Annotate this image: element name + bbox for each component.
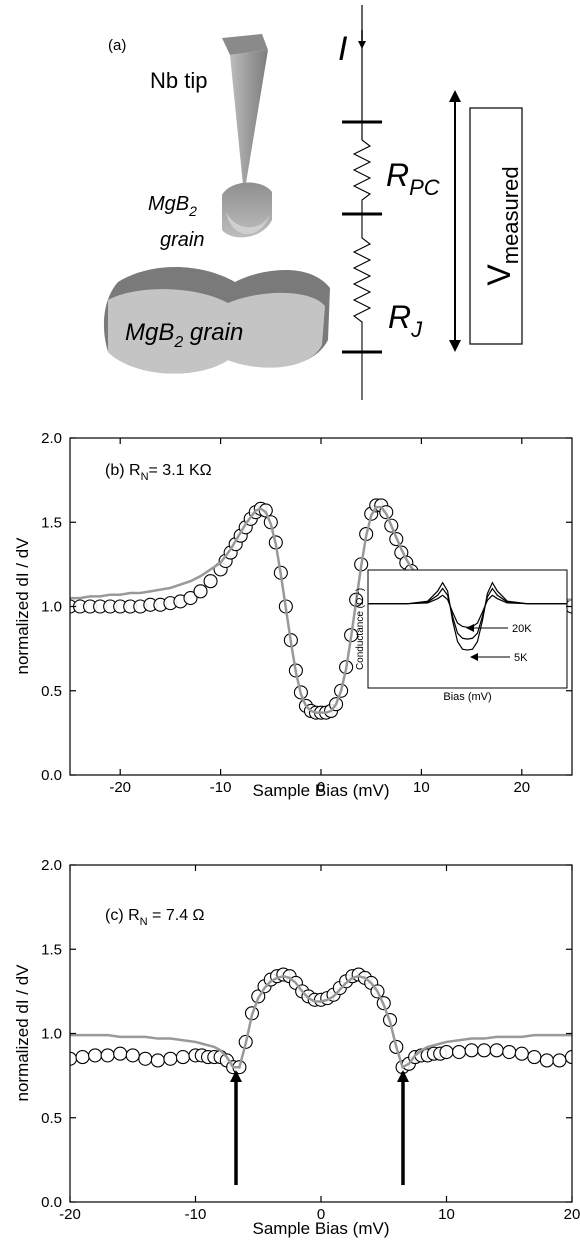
x-tick-label: 20 — [513, 779, 530, 796]
annotation-part: (c) R — [105, 907, 140, 924]
y-tick-label: 2.0 — [41, 857, 62, 874]
label-sub: 2 — [173, 334, 183, 351]
label-part: grain — [160, 229, 204, 251]
inset-annotation: 5K — [514, 652, 528, 664]
big-grain-label: MgB2 grain — [125, 319, 243, 351]
schematic: (a) Nb tip MgB2 grain MgB2 grain I RPC RJ… — [103, 5, 523, 400]
x-tick-label: 20 — [564, 1206, 580, 1223]
label-part: grain — [183, 319, 243, 346]
inset-line — [368, 581, 567, 651]
y-tick-label: 0.0 — [41, 767, 62, 784]
label-part: MgB — [125, 319, 174, 346]
data-point — [100, 1048, 115, 1063]
y-axis-label: normalized dI / dV — [13, 964, 32, 1102]
x-tick-label: -10 — [210, 779, 232, 796]
annotation-part: = 7.4 Ω — [148, 907, 205, 924]
data-point — [175, 1050, 190, 1065]
x-tick-label: 0 — [317, 1206, 325, 1223]
y-axis-label: normalized dI / dV — [13, 537, 32, 675]
y-tick-label: 0.5 — [41, 683, 62, 700]
panel-label: (a) — [108, 37, 126, 54]
data-point — [464, 1043, 479, 1058]
inset-y-label-part: ) — [355, 588, 366, 591]
x-tick-label: 10 — [438, 1206, 455, 1223]
resistors — [352, 139, 372, 400]
data-point — [451, 1044, 467, 1060]
r-pc-label: RPC — [386, 157, 440, 200]
y-tick-label: 2.0 — [41, 430, 62, 447]
big-grain-face — [108, 289, 325, 374]
x-tick-label: 0 — [317, 779, 325, 796]
x-axis-label: Sample Bias (mV) — [253, 1219, 390, 1238]
annotation-part: (b) R — [105, 462, 141, 479]
y-tick-label: 0.5 — [41, 1110, 62, 1127]
tip-body — [230, 50, 268, 195]
data-point — [539, 1053, 554, 1068]
data-point — [477, 1043, 492, 1058]
data-point — [527, 1050, 542, 1065]
label-sub: PC — [409, 175, 440, 200]
data-point — [88, 1048, 103, 1063]
annotation-sub: N — [140, 916, 148, 928]
data-point — [203, 574, 218, 589]
annotation-part: = 3.1 KΩ — [149, 462, 212, 479]
data-point — [138, 1051, 153, 1066]
x-tick-label: 10 — [413, 779, 430, 796]
inset-line — [368, 587, 567, 640]
data-point — [163, 1051, 178, 1066]
x-tick-label: -10 — [185, 1206, 207, 1223]
y-tick-label: 1.0 — [41, 599, 62, 616]
inset: Bias (mV) Conductance (Ω-1) 20K 5K — [354, 569, 568, 703]
inset-y-label: Conductance (Ω-1) — [354, 588, 366, 670]
data-point — [439, 1044, 454, 1060]
data-point — [113, 1046, 128, 1061]
x-tick-label: -20 — [59, 1206, 81, 1223]
data-point — [489, 1043, 504, 1058]
data-point — [75, 1050, 90, 1065]
data-point — [125, 1048, 140, 1063]
label-sub: measured — [498, 166, 523, 264]
current-label: I — [338, 30, 348, 68]
y-tick-label: 0.0 — [41, 1194, 62, 1211]
data-point — [564, 1050, 572, 1065]
data-point — [193, 584, 208, 599]
y-tick-label: 1.5 — [41, 941, 62, 958]
voltage-label: Vmeasured — [481, 166, 523, 285]
data-point — [150, 1053, 165, 1068]
inset-y-label-part: Conductance (Ω — [355, 597, 366, 670]
x-axis-label: Sample Bias (mV) — [253, 781, 390, 800]
small-grain-face — [226, 212, 270, 234]
inset-frame — [367, 569, 568, 689]
plot-area — [70, 967, 572, 1075]
annotation: (b) RN= 3.1 KΩ — [105, 462, 212, 483]
label-part: R — [388, 299, 411, 335]
y-tick-label: 1.0 — [41, 1026, 62, 1043]
y-tick-label: 1.5 — [41, 514, 62, 531]
r-j-label: RJ — [388, 299, 423, 342]
data-point — [502, 1044, 517, 1060]
data-point — [514, 1046, 529, 1061]
inset-annotation: 20K — [512, 623, 532, 635]
tip-label: Nb tip — [150, 68, 207, 93]
tip-top — [222, 34, 268, 55]
inset-y-label-part: -1 — [354, 591, 361, 597]
voltage-box — [469, 107, 523, 345]
annotation: (c) RN = 7.4 Ω — [105, 907, 205, 928]
label-part: MgB — [148, 193, 189, 215]
label-sub: 2 — [188, 203, 197, 219]
label-part: R — [386, 157, 409, 193]
fit-line — [70, 974, 572, 1070]
small-grain-label: MgB2 grain — [148, 193, 204, 251]
label-sub: J — [410, 317, 423, 342]
x-tick-label: -20 — [109, 779, 131, 796]
data-point — [183, 591, 198, 606]
data-point — [552, 1053, 567, 1068]
label-part: V — [481, 264, 517, 286]
inset-x-label: Bias (mV) — [443, 691, 491, 703]
annotation-sub: N — [141, 471, 149, 483]
